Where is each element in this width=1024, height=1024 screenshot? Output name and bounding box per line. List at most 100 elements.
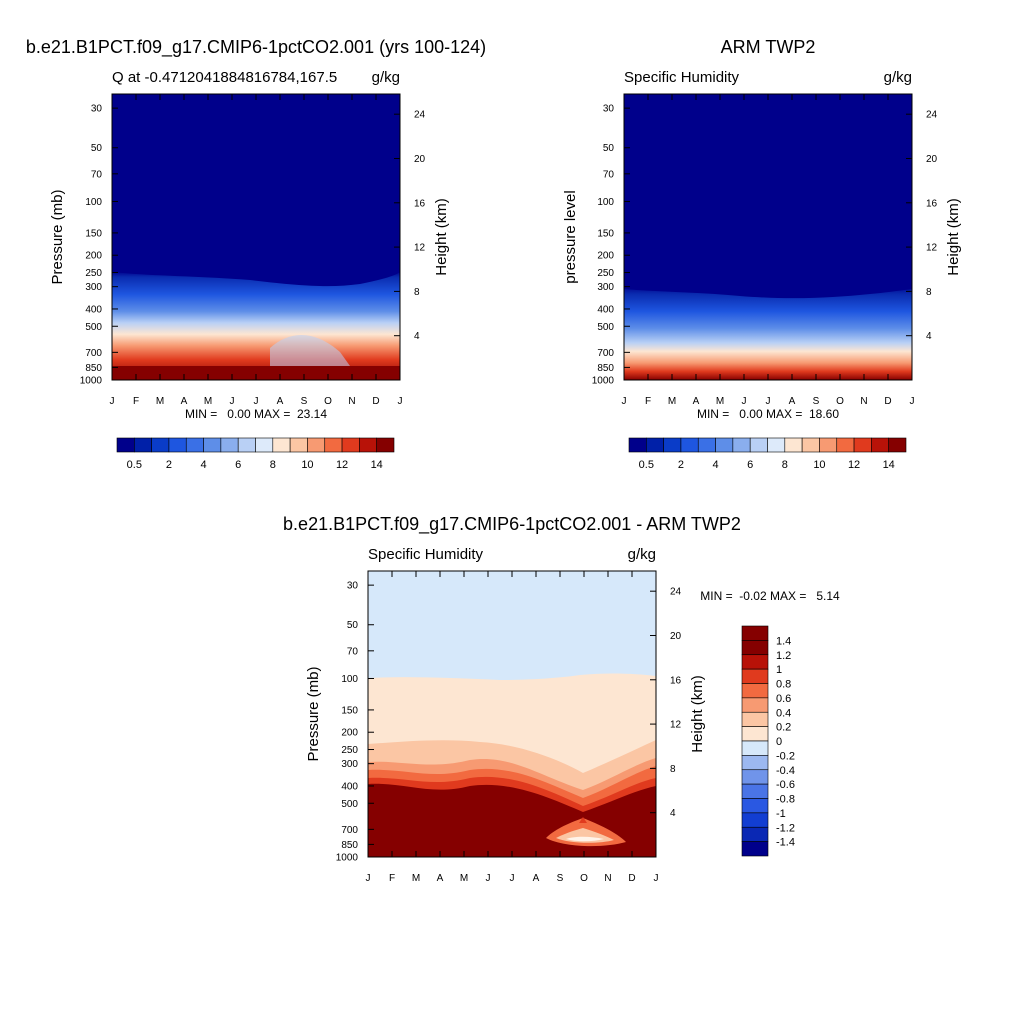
height-tick-label: 4 bbox=[670, 808, 676, 819]
panel-obs-ylabel: pressure level bbox=[562, 190, 579, 283]
x-tick-label: M bbox=[460, 873, 468, 884]
colorbar-swatch bbox=[237, 437, 256, 453]
y-tick-label: 500 bbox=[85, 322, 102, 333]
y-tick-label: 50 bbox=[603, 143, 615, 154]
panel-obs-units: g/kg bbox=[884, 69, 912, 86]
colorbar-swatch bbox=[741, 769, 769, 785]
colorbar-label: 14 bbox=[371, 459, 383, 471]
height-tick-label: 12 bbox=[414, 243, 426, 254]
colorbar-swatch bbox=[888, 437, 907, 453]
height-tick-label: 16 bbox=[670, 675, 682, 686]
y-tick-label: 300 bbox=[597, 282, 614, 293]
x-tick-label: O bbox=[836, 396, 844, 407]
colorbar-label: -1.2 bbox=[776, 822, 795, 834]
colorbar-swatch bbox=[741, 841, 769, 857]
y-tick-label: 50 bbox=[347, 620, 359, 631]
colorbar-swatch bbox=[871, 437, 889, 453]
colorbar-label: 12 bbox=[848, 459, 860, 471]
panel-diff-lowlevel-anomaly-core bbox=[566, 836, 604, 842]
colorbar-swatch bbox=[741, 683, 769, 699]
y-tick-label: 300 bbox=[341, 759, 358, 770]
colorbar-swatch bbox=[836, 437, 855, 453]
colorbar-swatch bbox=[715, 437, 734, 453]
panel-diff-units: g/kg bbox=[628, 546, 656, 563]
height-tick-label: 8 bbox=[414, 287, 420, 298]
height-tick-label: 4 bbox=[926, 331, 932, 342]
y-tick-label: 400 bbox=[597, 304, 614, 315]
colorbar-label: -1 bbox=[776, 808, 786, 820]
colorbar-swatch bbox=[324, 437, 343, 453]
panel-obs-subtitle: Specific Humidity bbox=[624, 69, 740, 86]
colorbar-swatch bbox=[732, 437, 751, 453]
colorbar-swatch bbox=[307, 437, 326, 453]
panel-obs-left-ticks: 30 50 70 100 150 200 250 300 400 500 700 850 1000 bbox=[592, 104, 630, 387]
colorbar-swatch bbox=[767, 437, 786, 453]
y-tick-label: 200 bbox=[341, 728, 358, 739]
colorbar-swatch bbox=[203, 437, 222, 453]
colorbar-swatch bbox=[819, 437, 838, 453]
panel-model-ylabel-right: Height (km) bbox=[433, 198, 450, 276]
colorbar-swatch bbox=[341, 437, 360, 453]
y-tick-label: 150 bbox=[597, 228, 614, 239]
panel-model-left-ticks: 30 50 70 100 150 200 250 300 400 500 700 850 1000 bbox=[80, 104, 118, 387]
y-tick-label: 1000 bbox=[80, 376, 103, 387]
colorbar-label: 0.5 bbox=[127, 459, 142, 471]
y-tick-label: 150 bbox=[341, 705, 358, 716]
x-tick-label: J bbox=[766, 396, 771, 407]
x-tick-label: J bbox=[654, 873, 659, 884]
x-tick-label: F bbox=[133, 396, 139, 407]
panel-obs-stats: MIN = 0.00 MAX = 18.60 bbox=[697, 407, 839, 421]
colorbar-label: 0 bbox=[776, 736, 782, 748]
height-tick-label: 24 bbox=[926, 110, 938, 121]
height-tick-label: 4 bbox=[414, 331, 420, 342]
colorbar-swatch bbox=[646, 437, 664, 453]
colorbar-swatch bbox=[185, 437, 204, 453]
colorbar-swatch bbox=[168, 437, 187, 453]
colorbar-label: 0.2 bbox=[776, 722, 791, 734]
colorbar-swatch bbox=[255, 437, 274, 453]
colorbar-label: 1.2 bbox=[776, 650, 791, 662]
panel-model-ylabel: Pressure (mb) bbox=[49, 189, 66, 284]
colorbar-label: 6 bbox=[235, 459, 241, 471]
y-tick-label: 250 bbox=[597, 268, 614, 279]
x-tick-label: S bbox=[813, 396, 820, 407]
height-tick-label: 20 bbox=[926, 154, 938, 165]
panel-model-upper-dry-region bbox=[112, 94, 400, 287]
colorbar-label: -0.4 bbox=[776, 765, 795, 777]
x-tick-label: J bbox=[110, 396, 115, 407]
height-tick-label: 12 bbox=[670, 720, 682, 731]
colorbar-swatch bbox=[741, 726, 769, 742]
height-tick-label: 20 bbox=[414, 154, 426, 165]
colorbar-swatch bbox=[741, 826, 769, 842]
panel-model-subtitle: Q at -0.4712041884816784,167.5 bbox=[112, 69, 337, 86]
colorbar-label: -0.8 bbox=[776, 794, 795, 806]
y-tick-label: 200 bbox=[85, 251, 102, 262]
y-tick-label: 100 bbox=[85, 197, 102, 208]
x-tick-label: S bbox=[301, 396, 308, 407]
colorbar-swatch bbox=[801, 437, 820, 453]
panel-obs: ARM TWP2 Specific Humidity g/kg 30 50 70 10… bbox=[562, 37, 962, 471]
x-tick-label: A bbox=[277, 396, 284, 407]
y-tick-label: 700 bbox=[341, 825, 358, 836]
colorbar-label: 12 bbox=[336, 459, 348, 471]
colorbar-label: -1.4 bbox=[776, 837, 795, 849]
panel-diff-anomaly-tip bbox=[579, 817, 587, 823]
colorbar-label: 0.6 bbox=[776, 693, 791, 705]
height-tick-label: 16 bbox=[414, 198, 426, 209]
x-tick-label: N bbox=[348, 396, 355, 407]
x-tick-label: D bbox=[628, 873, 635, 884]
panel-diff-title: b.e21.B1PCT.f09_g17.CMIP6-1pctCO2.001 - … bbox=[283, 514, 741, 535]
panel-obs-upper-dry-region bbox=[624, 94, 912, 299]
colorbar-swatch bbox=[359, 437, 377, 453]
panel-obs-ylabel-right: Height (km) bbox=[945, 198, 962, 276]
x-tick-label: A bbox=[693, 396, 700, 407]
colorbar-label: 1 bbox=[776, 664, 782, 676]
colorbar-swatch bbox=[151, 437, 170, 453]
x-tick-label: M bbox=[668, 396, 676, 407]
panel-obs-colorbar: 0.5 2 4 6 8 10 12 14 bbox=[628, 437, 907, 471]
y-tick-label: 500 bbox=[341, 799, 358, 810]
y-tick-label: 850 bbox=[597, 363, 614, 374]
y-tick-label: 300 bbox=[85, 282, 102, 293]
colorbar-swatch bbox=[272, 437, 291, 453]
